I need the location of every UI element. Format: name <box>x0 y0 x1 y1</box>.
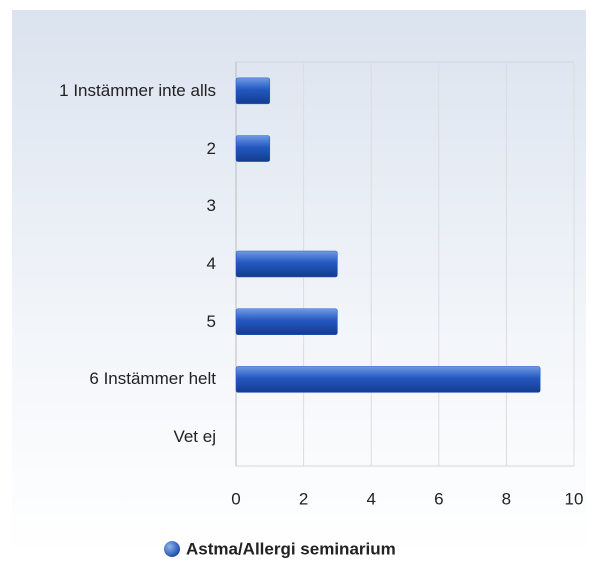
y-tick-label: 2 <box>206 138 216 158</box>
bar <box>235 308 338 335</box>
x-tick-label: 10 <box>565 489 584 508</box>
y-tick-label: 5 <box>206 311 216 331</box>
bar <box>235 135 271 162</box>
y-tick-label: 3 <box>206 196 216 216</box>
y-tick-label: 6 Instämmer helt <box>89 369 216 389</box>
x-tick-label: 8 <box>502 489 511 508</box>
chart-background <box>12 10 586 556</box>
x-tick-label: 6 <box>434 489 443 508</box>
y-tick-label: 4 <box>206 254 216 273</box>
bar <box>235 250 338 278</box>
y-tick-label: Vet ej <box>173 427 216 447</box>
legend-label: Astma/Allergi seminarium <box>186 539 396 558</box>
bar <box>235 77 271 105</box>
x-tick-label: 4 <box>366 489 375 508</box>
bar <box>235 366 541 393</box>
x-tick-label: 2 <box>299 489 308 508</box>
x-tick-label: 0 <box>231 489 240 508</box>
y-tick-label: 1 Instämmer inte alls <box>59 80 216 100</box>
legend-marker <box>164 541 180 557</box>
